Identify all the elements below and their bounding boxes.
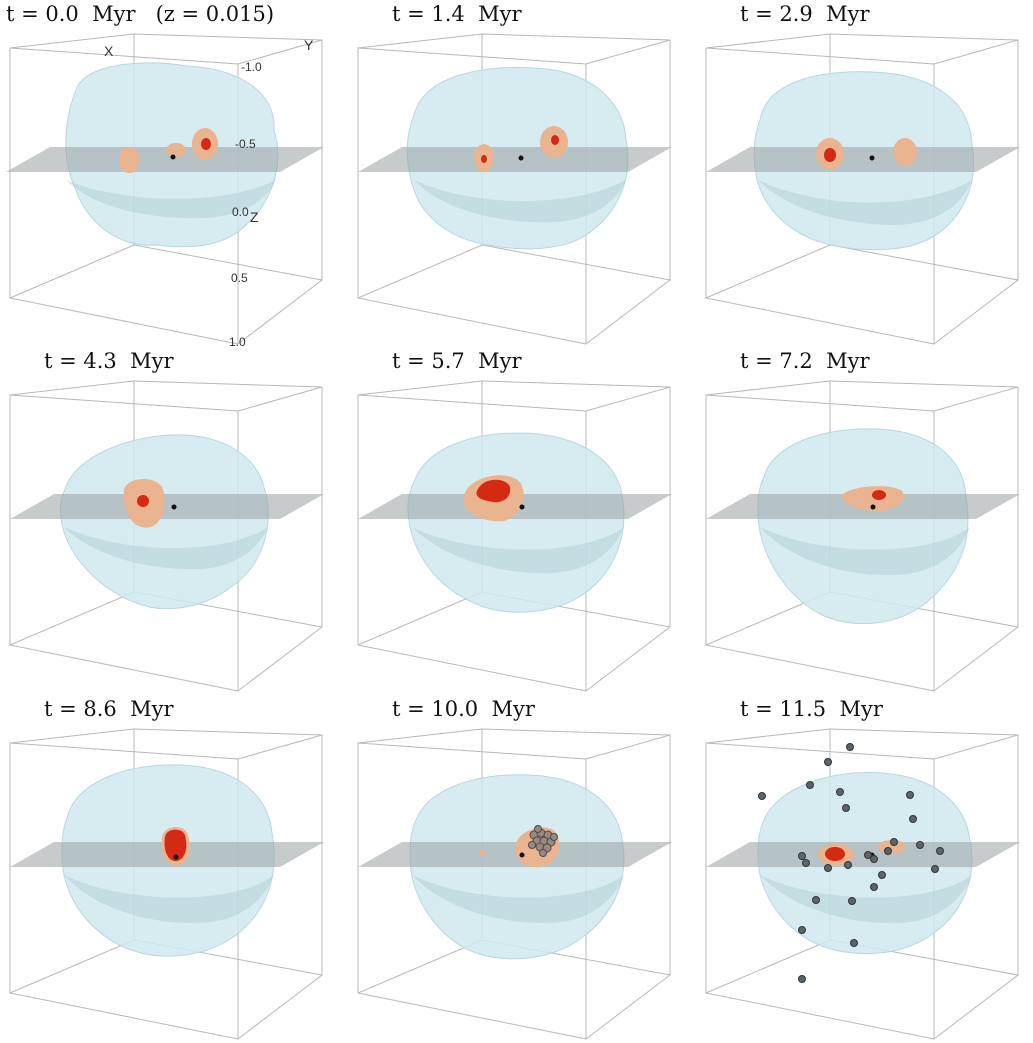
mid-plane bbox=[706, 147, 1020, 172]
envelope-lower-shade bbox=[412, 527, 624, 574]
axis-y-label: Y bbox=[304, 37, 314, 53]
gas-envelope bbox=[59, 434, 269, 610]
axis-tick-label: -0.5 bbox=[235, 137, 256, 151]
gas-clump bbox=[841, 486, 904, 511]
center-marker bbox=[519, 504, 525, 510]
panel-title: t = 11.5 Myr bbox=[740, 697, 883, 721]
axis-tick-label: 1.0 bbox=[229, 335, 246, 348]
panel-title: t = 1.4 Myr bbox=[392, 2, 522, 26]
panel-7-render bbox=[9, 728, 324, 1040]
axis-x-label: X bbox=[104, 43, 114, 59]
envelope-lower-shade bbox=[412, 875, 624, 924]
mid-plane bbox=[10, 494, 324, 519]
center-marker bbox=[171, 504, 177, 510]
mid-plane bbox=[358, 842, 672, 867]
envelope-lower-shade bbox=[414, 180, 626, 223]
panel-title: t = 4.3 Myr bbox=[44, 349, 174, 373]
center-marker bbox=[173, 854, 179, 860]
panel-title: t = 8.6 Myr bbox=[44, 697, 174, 721]
panel-title: t = 2.9 Myr bbox=[740, 2, 870, 26]
panel-4-render bbox=[9, 380, 324, 692]
mid-plane bbox=[706, 842, 1020, 867]
panel-9: t = 11.5 Myr bbox=[702, 697, 1033, 1042]
dense-core bbox=[164, 829, 187, 862]
dense-core bbox=[481, 155, 487, 163]
panel-2-render bbox=[357, 33, 672, 345]
panel-title: t = 0.0 Myr (z = 0.015) bbox=[6, 2, 275, 26]
center-marker bbox=[870, 504, 876, 510]
mid-plane bbox=[6, 147, 324, 172]
gas-envelope bbox=[407, 432, 625, 613]
dense-core bbox=[551, 135, 559, 145]
panel-8-render bbox=[357, 728, 672, 1040]
dense-core bbox=[824, 148, 836, 162]
panel-4: t = 4.3 Myr bbox=[6, 349, 340, 694]
panel-title: t = 5.7 Myr bbox=[392, 349, 522, 373]
panel-8: t = 10.0 Myr bbox=[354, 697, 688, 1042]
axis-tick-label: -1.0 bbox=[241, 60, 262, 74]
panel-5: t = 5.7 Myr bbox=[354, 349, 688, 694]
envelope-lower-shade bbox=[760, 875, 972, 924]
envelope-lower-shade bbox=[760, 527, 970, 576]
axis-z-label: Z bbox=[250, 209, 259, 225]
panel-1: t = 0.0 Myr (z = 0.015) X Y Z -1.0 -0.5 … bbox=[6, 2, 340, 348]
envelope-lower-shade bbox=[758, 180, 972, 226]
dense-core bbox=[137, 495, 149, 507]
gas-clump bbox=[166, 143, 186, 157]
gas-clump bbox=[893, 138, 917, 166]
gas-envelope bbox=[757, 428, 969, 625]
mid-plane bbox=[358, 147, 672, 172]
panel-6-render bbox=[705, 380, 1020, 692]
axis-tick-label: 0.5 bbox=[231, 271, 248, 285]
panel-2: t = 1.4 Myr bbox=[354, 2, 688, 347]
panel-1-render: X Y Z -1.0 -0.5 0.0 0.5 1.0 bbox=[6, 33, 324, 348]
dense-core bbox=[201, 138, 211, 150]
dense-core bbox=[825, 847, 845, 861]
panel-7: t = 8.6 Myr bbox=[6, 697, 340, 1042]
dense-core bbox=[476, 479, 511, 503]
panel-title: t = 10.0 Myr bbox=[392, 697, 535, 721]
center-marker bbox=[170, 154, 176, 160]
gas-clump bbox=[119, 147, 139, 173]
gas-clump bbox=[479, 850, 485, 856]
star-particles bbox=[758, 743, 944, 983]
panel-5-render bbox=[357, 380, 672, 692]
panel-6: t = 7.2 Myr bbox=[702, 349, 1033, 694]
dense-core bbox=[872, 490, 886, 500]
envelope-lower-shade bbox=[66, 180, 276, 219]
panel-3: t = 2.9 Myr bbox=[702, 2, 1033, 347]
panel-title: t = 7.2 Myr bbox=[740, 349, 870, 373]
panel-9-render bbox=[705, 728, 1020, 1040]
center-marker bbox=[869, 155, 875, 161]
panel-3-render bbox=[705, 33, 1020, 345]
envelope-lower-shade bbox=[64, 875, 274, 924]
center-marker bbox=[519, 852, 525, 858]
envelope-lower-shade bbox=[64, 527, 268, 570]
star-cluster bbox=[528, 825, 558, 857]
center-marker bbox=[518, 155, 524, 161]
axis-tick-label: 0.0 bbox=[232, 205, 249, 219]
